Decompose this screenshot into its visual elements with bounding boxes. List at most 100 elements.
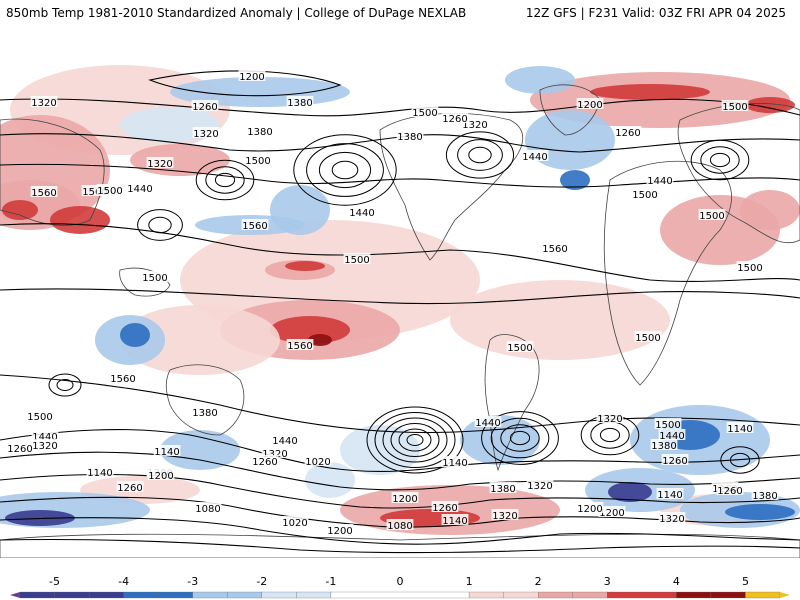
contour-line — [0, 517, 800, 545]
contour-label-bg — [147, 469, 175, 480]
contour-label: 1500 — [142, 273, 167, 284]
contour-line — [0, 223, 800, 282]
anomaly-patch — [725, 504, 795, 520]
contour-label-bg — [506, 341, 534, 352]
contour-label: 1440 — [475, 418, 500, 429]
contour-label-bg — [658, 429, 686, 440]
colorbar-segment — [296, 591, 332, 599]
contour-label-bg — [751, 489, 779, 500]
contour-label-bg — [86, 466, 114, 477]
anomaly-map[interactable]: 1200 1320 1260 1320 1380 1500 1560 1500 1440 1560… — [0, 40, 800, 558]
colorbar-tick-label: -3 — [187, 575, 198, 588]
contour-label-bg — [650, 439, 678, 450]
contour-label-bg — [238, 70, 266, 81]
contour-label-bg — [30, 96, 58, 107]
contour-label: 1200 — [239, 72, 264, 83]
colorbar-tick-label: 2 — [535, 575, 542, 588]
contour-line — [0, 538, 800, 554]
contour-label-bg — [96, 184, 124, 195]
coastline — [0, 533, 800, 558]
contour-label-bg — [271, 434, 299, 445]
anomaly-patch — [590, 84, 710, 100]
contour-label: 1440 — [647, 176, 672, 187]
colorbar-segment — [123, 591, 159, 599]
contour-label-bg — [474, 416, 502, 427]
colorbar-segment — [19, 591, 55, 599]
contour-label-bg — [191, 100, 219, 111]
contour-label-bg — [521, 150, 549, 161]
contour-label-bg — [491, 509, 519, 520]
contour-label-bg — [192, 127, 220, 138]
contour-label: 1560 — [542, 244, 567, 255]
anomaly-patch — [608, 482, 652, 502]
contour-label-bg — [541, 242, 569, 253]
header-bar: 850mb Temp 1981-2010 Standardized Anomal… — [0, 0, 800, 30]
contour-label: 1260 — [662, 456, 687, 467]
contour-ring — [457, 139, 503, 171]
contour-label: 1260 — [252, 457, 277, 468]
contour-ring — [205, 166, 245, 194]
contour-label: 1440 — [272, 436, 297, 447]
contour-label-bg — [304, 455, 332, 466]
colorbar-segment — [158, 591, 193, 599]
colorbar-segment — [54, 591, 90, 599]
colorbar-tick-label: 4 — [673, 575, 680, 588]
contour-label: 1500 — [699, 211, 724, 222]
colorbar-tick-label: -5 — [49, 575, 60, 588]
contour-label-bg — [431, 501, 459, 512]
contour-label-bg — [241, 219, 269, 230]
colorbar-segment — [572, 591, 608, 599]
coastline — [603, 160, 732, 386]
contour-label: 1200 — [148, 471, 173, 482]
contour-label: 1140 — [154, 447, 179, 458]
contour-label: 1560 — [82, 187, 107, 198]
contour-label: 1380 — [490, 484, 515, 495]
contour-label: 1500 — [632, 190, 657, 201]
contour-label: 1440 — [659, 431, 684, 442]
contour-label-bg — [598, 506, 626, 517]
contour-label-bg — [26, 410, 54, 421]
colorbar-high-arrow — [780, 592, 790, 598]
contour-label-bg — [286, 339, 314, 350]
contour-label-bg — [654, 418, 682, 429]
colorbar-tick-label: -1 — [325, 575, 336, 588]
contour-label: 1020 — [305, 457, 330, 468]
contour-label: 1260 — [432, 503, 457, 514]
contour-label: 1500 — [27, 412, 52, 423]
coastline — [119, 267, 171, 297]
contour-label: 1140 — [657, 490, 682, 501]
contour-label: 1080 — [387, 521, 412, 532]
contour-label-bg — [109, 372, 137, 383]
contour-ring — [720, 446, 760, 474]
contour-ring — [366, 406, 464, 474]
contour-label-bg — [286, 96, 314, 107]
contour-label: 1320 — [31, 98, 56, 109]
contour-label-bg — [489, 482, 517, 493]
contour-line — [0, 473, 800, 509]
contour-label-bg — [634, 331, 662, 342]
contour-ring — [137, 209, 183, 241]
contour-line — [0, 496, 800, 528]
contour-ring — [729, 452, 751, 468]
colorbar-segment — [538, 591, 573, 599]
contour-label: 1440 — [349, 208, 374, 219]
anomaly-patch — [340, 425, 420, 475]
colorbar-tick-label: 3 — [604, 575, 611, 588]
contour-label-bg — [191, 406, 219, 417]
coastline — [379, 113, 524, 261]
contour-label-bg — [281, 516, 309, 527]
contour-label-bg — [576, 98, 604, 109]
contour-label: 1020 — [282, 518, 307, 529]
anomaly-patch — [285, 261, 325, 271]
contour-label: 1260 — [717, 486, 742, 497]
contour-ring — [382, 417, 448, 463]
contour-ring — [293, 134, 397, 206]
contour-label-bg — [261, 447, 289, 458]
contour-ring — [48, 373, 82, 397]
contour-label-bg — [646, 174, 674, 185]
contour-ring — [398, 428, 432, 452]
contour-ring — [509, 430, 531, 446]
contour-label: 1320 — [262, 449, 287, 460]
contour-label-bg — [631, 188, 659, 199]
contour-label-bg — [246, 125, 274, 136]
